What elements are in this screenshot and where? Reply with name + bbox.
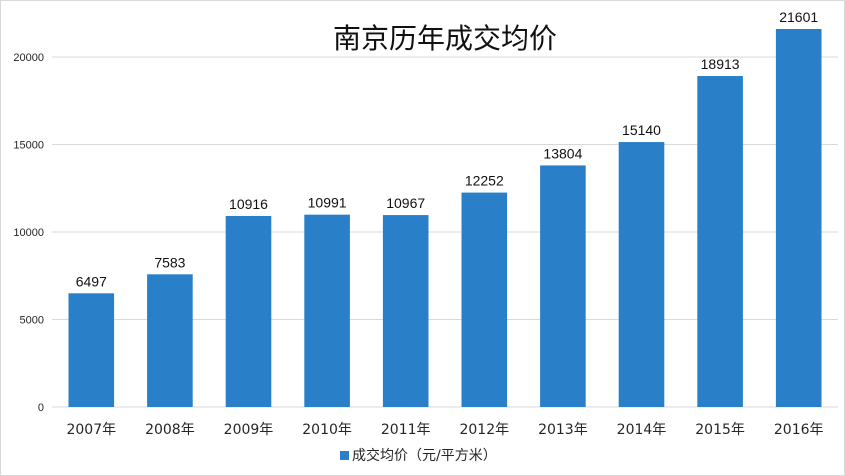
data-label: 15140 <box>622 122 661 138</box>
data-label: 12252 <box>465 173 504 189</box>
x-tick-label: 2013年 <box>538 422 588 438</box>
bar <box>382 215 429 407</box>
bar <box>540 165 586 407</box>
data-label: 10991 <box>308 195 347 211</box>
bars <box>68 28 822 408</box>
x-tick-label: 2008年 <box>145 422 195 438</box>
legend: 成交均价（元/平方米） <box>340 447 497 464</box>
y-axis-labels: 0 5000 10000 15000 20000 <box>13 52 44 414</box>
y-tick-label: 10000 <box>13 227 44 239</box>
bar <box>775 28 822 407</box>
x-tick-label: 2014年 <box>617 422 667 438</box>
x-tick-label: 2016年 <box>774 422 824 438</box>
data-label: 18913 <box>701 56 740 72</box>
bar <box>461 192 508 407</box>
x-tick-label: 2009年 <box>224 422 274 438</box>
bar <box>147 274 193 407</box>
bar <box>697 76 743 408</box>
data-label: 6497 <box>76 273 107 289</box>
y-tick-label: 20000 <box>13 52 44 64</box>
x-tick-label: 2007年 <box>66 422 116 438</box>
bar <box>68 293 115 407</box>
x-tick-label: 2010年 <box>302 422 352 438</box>
data-label: 10916 <box>229 196 268 212</box>
data-label: 10967 <box>386 195 425 211</box>
x-axis-labels: 2007年 2008年 2009年 2010年 2011年 2012年 2013年 2014年… <box>66 422 823 438</box>
x-tick-label: 2015年 <box>695 422 745 438</box>
bar <box>225 215 272 407</box>
data-label: 7583 <box>154 254 185 270</box>
y-tick-label: 15000 <box>13 140 44 152</box>
bar <box>618 142 665 408</box>
chart-title: 南京历年成交均价 <box>333 22 557 55</box>
legend-swatch <box>340 451 349 460</box>
y-tick-label: 0 <box>38 402 44 414</box>
x-tick-label: 2011年 <box>381 422 431 438</box>
data-label: 21601 <box>779 9 818 25</box>
data-labels: 6497 7583 10916 10991 10967 12252 13804 15140 18… <box>76 9 819 289</box>
y-tick-label: 5000 <box>20 315 44 327</box>
legend-label: 成交均价（元/平方米） <box>352 447 497 464</box>
data-label: 13804 <box>543 145 582 161</box>
bar <box>304 214 350 407</box>
x-tick-label: 2012年 <box>459 422 509 438</box>
